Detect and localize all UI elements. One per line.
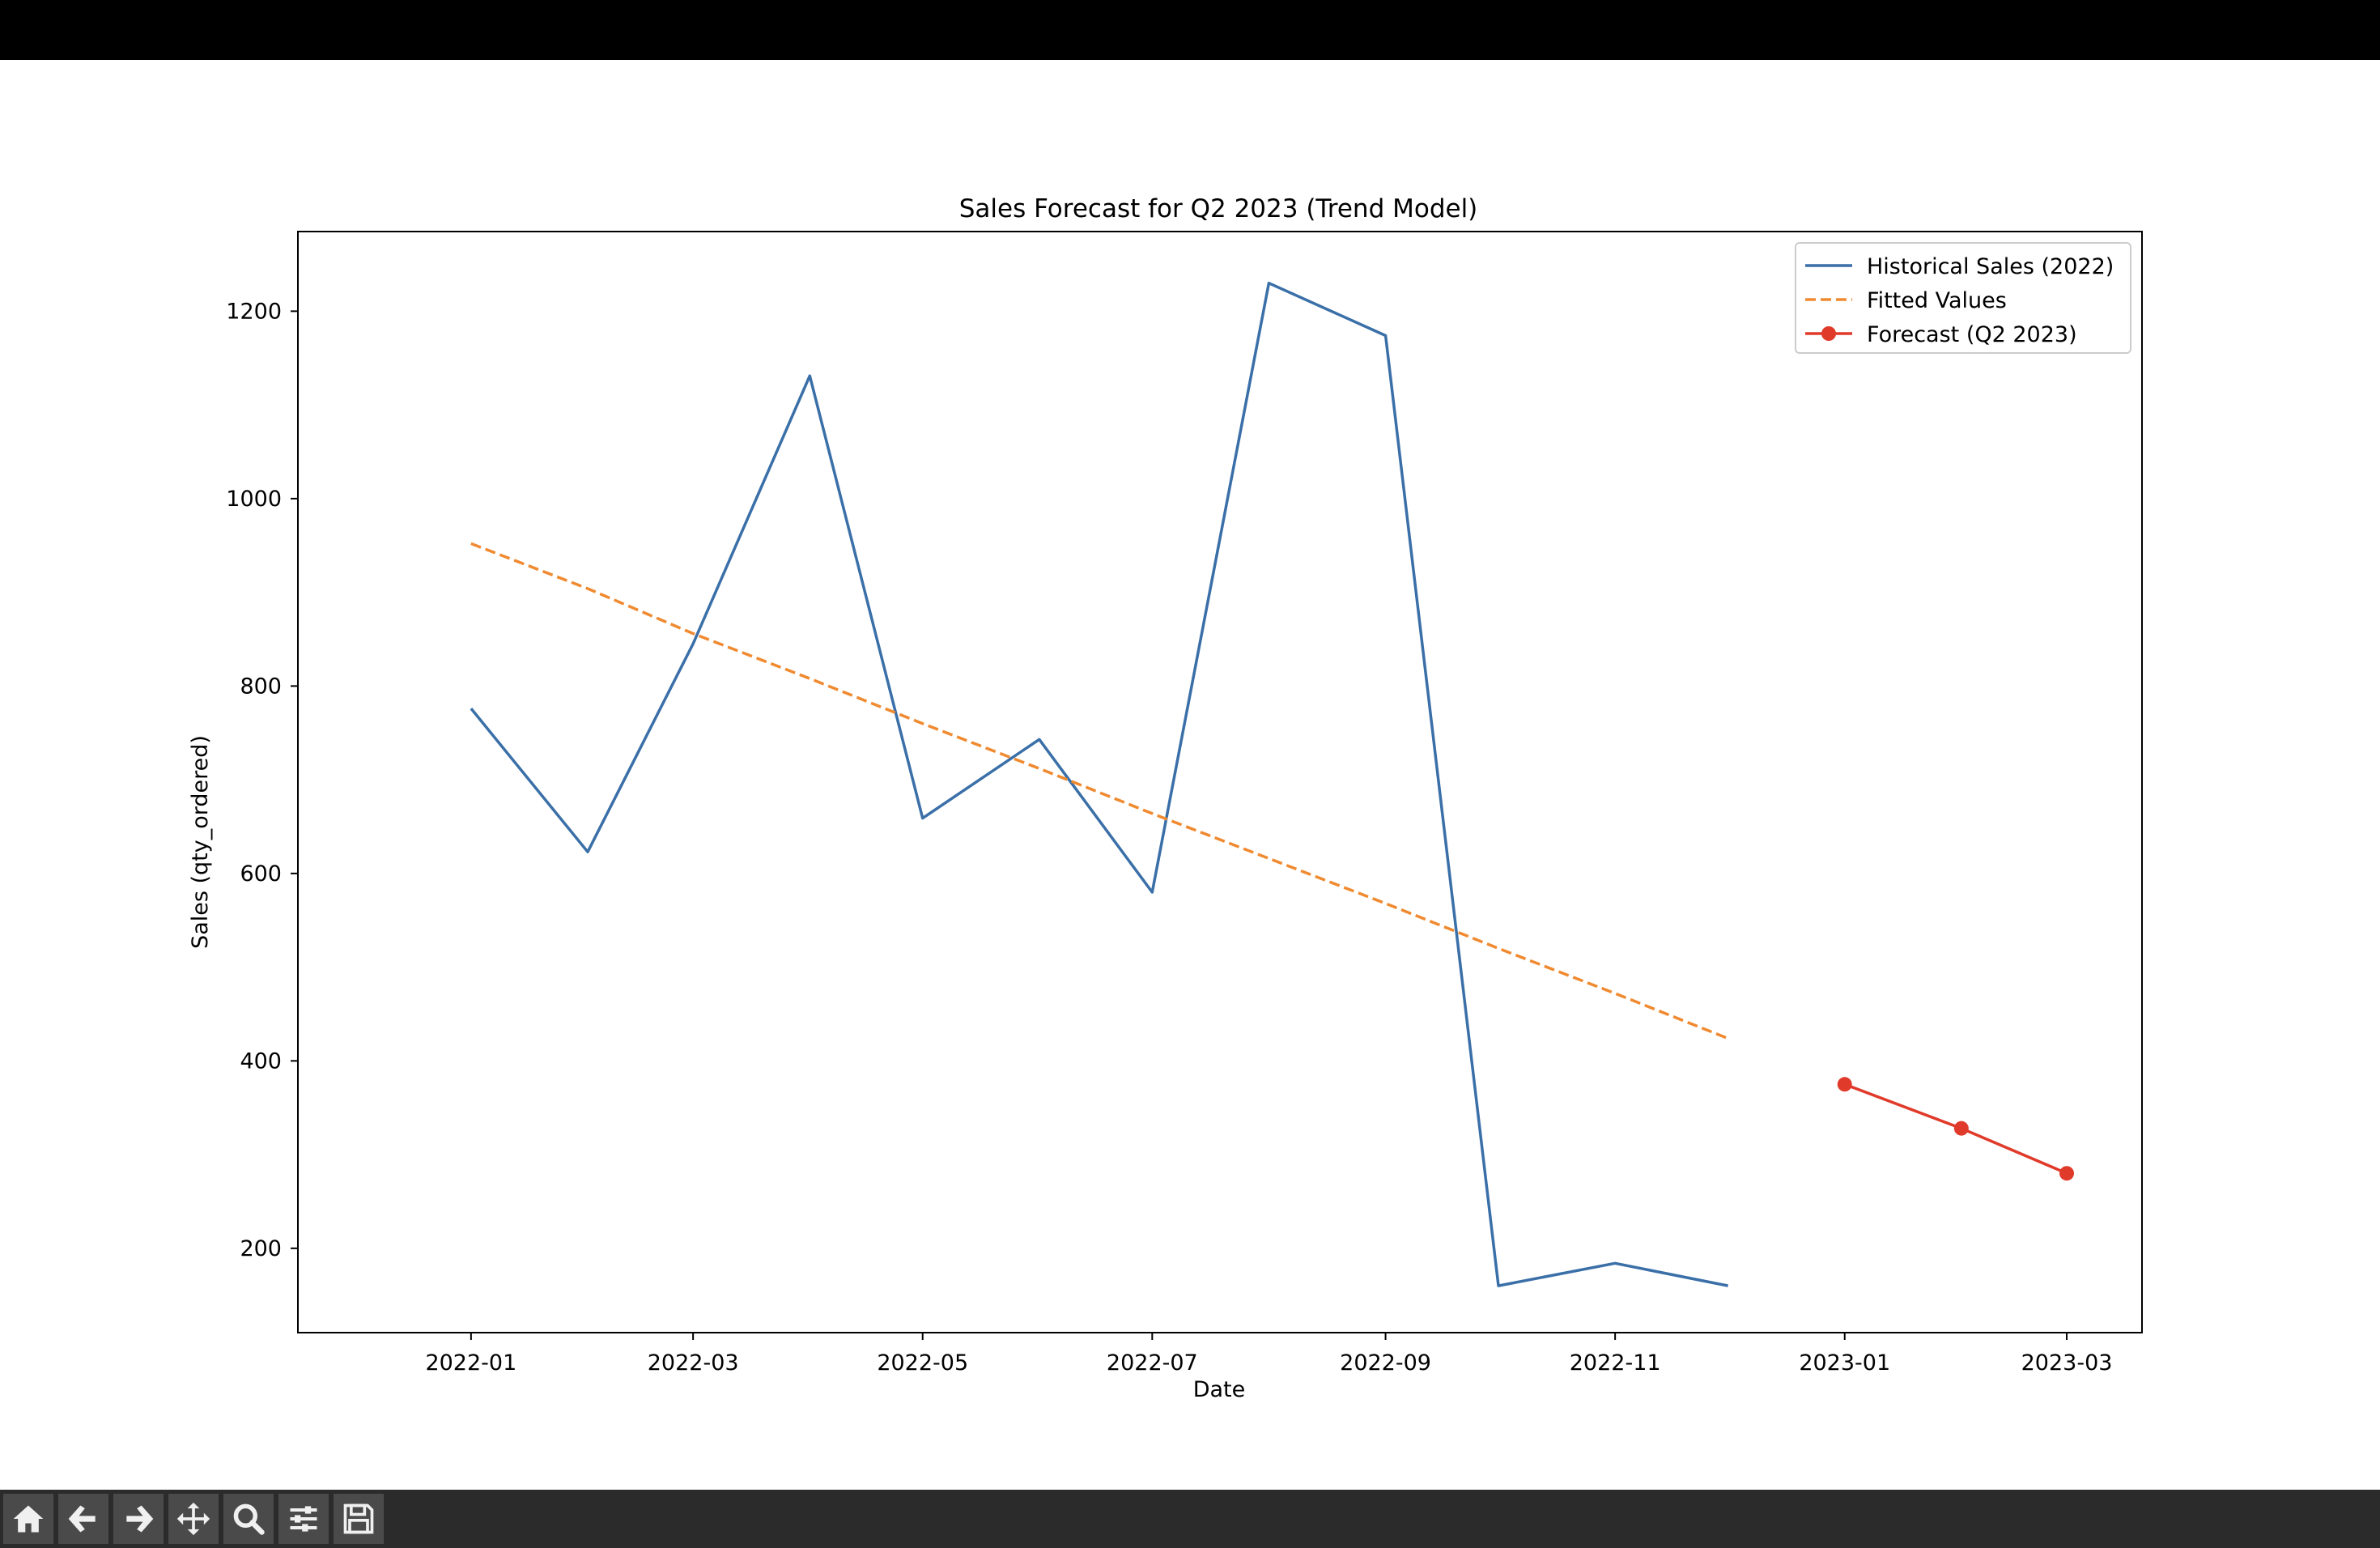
legend-label: Fitted Values: [1867, 288, 2007, 313]
x-tick-label: 2022-05: [877, 1350, 968, 1376]
back-button[interactable]: [58, 1494, 108, 1544]
data-point: [2059, 1166, 2075, 1181]
search-icon: [233, 1503, 265, 1535]
x-tick-label: 2023-03: [2021, 1350, 2113, 1376]
legend: Historical Sales (2022) Fitted Values Fore…: [1795, 242, 2131, 354]
figure-canvas[interactable]: Sales Forecast for Q2 2023 (Trend Model)…: [0, 60, 2380, 1490]
legend-label: Forecast (Q2 2023): [1867, 322, 2077, 347]
sliders-icon: [290, 1506, 317, 1532]
series-line-1: [470, 542, 1729, 1040]
window-title-bar: [0, 0, 2380, 60]
series-line-0: [470, 281, 1728, 1287]
chart: Sales Forecast for Q2 2023 (Trend Model)…: [188, 194, 2143, 1402]
y-tick-label: 1000: [226, 487, 282, 512]
y-tick-label: 200: [240, 1236, 282, 1261]
plot-area: [297, 231, 2143, 1333]
y-tick-label: 800: [240, 674, 282, 699]
save-button[interactable]: [334, 1494, 384, 1544]
axes-ticks: 200 400 600 800 1000 1200 2022-01 2022-03 2022-0…: [226, 299, 2112, 1376]
chart-title: Sales Forecast for Q2 2023 (Trend Model): [959, 194, 1478, 223]
home-button[interactable]: [3, 1494, 53, 1544]
legend-label: Historical Sales (2022): [1867, 254, 2114, 279]
arrow-right-icon: [126, 1505, 154, 1533]
x-tick-label: 2022-01: [425, 1350, 516, 1376]
x-tick-label: 2022-11: [1570, 1350, 1661, 1376]
axes-frame: [297, 231, 2143, 1333]
y-tick-label: 1200: [226, 299, 282, 324]
save-icon: [343, 1503, 374, 1534]
data-point: [1953, 1121, 1969, 1136]
pan-button[interactable]: [168, 1494, 219, 1544]
x-tick-label: 2022-03: [648, 1350, 739, 1376]
arrow-left-icon: [68, 1505, 96, 1533]
x-tick-label: 2022-09: [1340, 1350, 1431, 1376]
forward-button[interactable]: [113, 1494, 164, 1544]
x-tick-label: 2023-01: [1799, 1350, 1890, 1376]
legend-marker: [1821, 326, 1836, 341]
home-icon: [13, 1505, 44, 1533]
configure-subplots-button[interactable]: [278, 1494, 329, 1544]
zoom-button[interactable]: [223, 1494, 274, 1544]
navigation-toolbar: [0, 1490, 2380, 1548]
legend-frame: [1795, 242, 2131, 354]
y-tick-label: 600: [240, 861, 282, 887]
move-icon: [176, 1502, 210, 1536]
data-point: [1837, 1077, 1852, 1092]
x-tick-label: 2022-07: [1107, 1350, 1198, 1376]
y-tick-label: 400: [240, 1048, 282, 1074]
x-axis-label: Date: [1193, 1377, 1246, 1402]
y-axis-label: Sales (qty_ordered): [188, 735, 213, 949]
